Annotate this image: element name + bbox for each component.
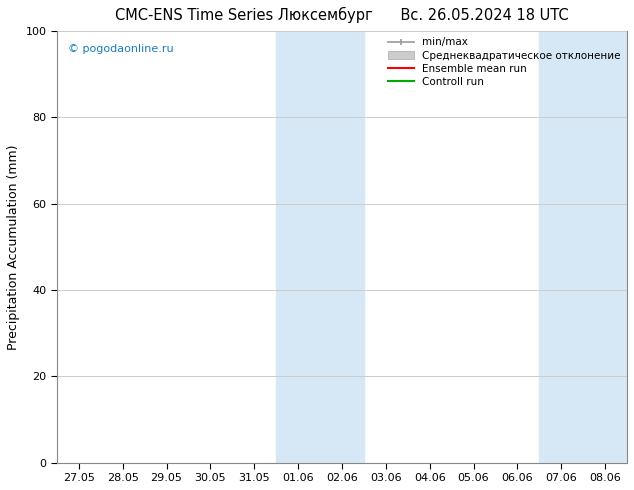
Bar <box>276 31 364 463</box>
Title: CMC-ENS Time Series Люксембург      Вс. 26.05.2024 18 UTC: CMC-ENS Time Series Люксембург Вс. 26.05… <box>115 7 569 23</box>
Y-axis label: Precipitation Accumulation (mm): Precipitation Accumulation (mm) <box>7 144 20 350</box>
Bar <box>540 31 627 463</box>
Text: © pogodaonline.ru: © pogodaonline.ru <box>68 44 174 54</box>
Legend: min/max, Среднеквадратическое отклонение, Ensemble mean run, Controll run: min/max, Среднеквадратическое отклонение… <box>384 33 625 91</box>
